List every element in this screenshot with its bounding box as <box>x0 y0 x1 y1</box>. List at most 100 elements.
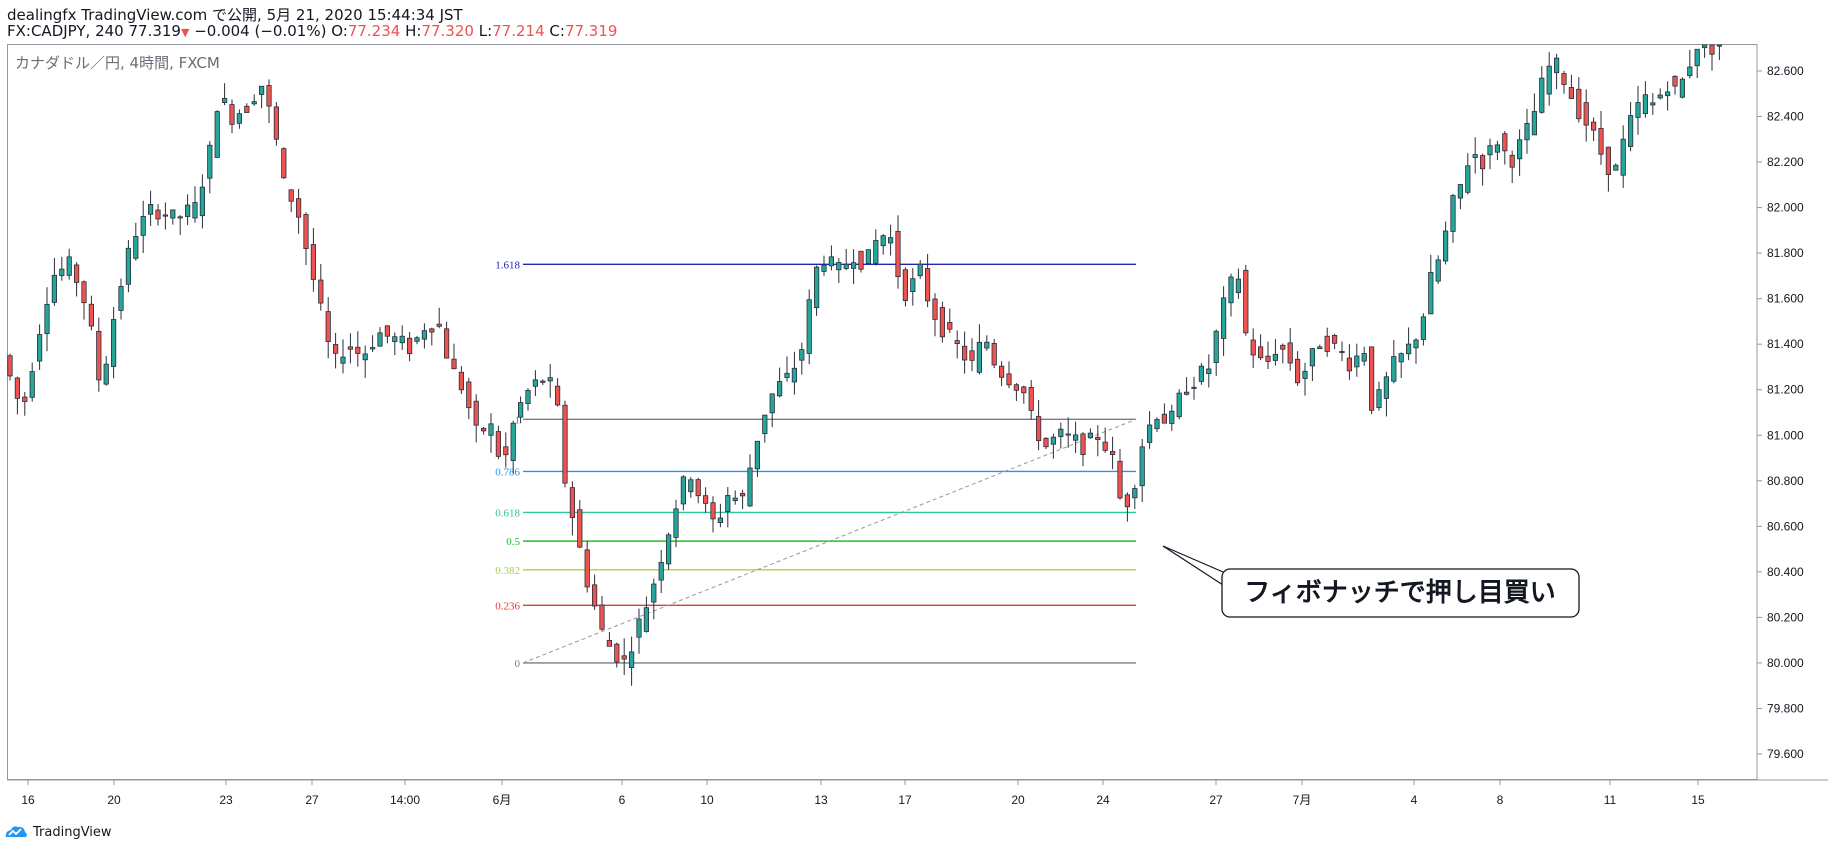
callout-text: フィボナッチで押し目買い <box>1244 578 1555 608</box>
candle-body-down <box>954 340 960 344</box>
candle-body-up <box>1058 428 1064 437</box>
candle-body-up <box>673 508 679 538</box>
candle-body-up <box>377 332 383 347</box>
time-tick-label: 10 <box>700 793 714 807</box>
candle-body-down <box>273 106 280 140</box>
candle-body-down <box>14 377 20 399</box>
price-tick-label: 79.600 <box>1767 747 1804 761</box>
time-tick-label: 14:00 <box>390 793 420 807</box>
candle-body-up <box>125 247 131 285</box>
candle-body-up <box>806 299 812 354</box>
time-tick-label: 7月 <box>1293 793 1312 807</box>
candle-body-up <box>1087 432 1093 439</box>
candle-body-down <box>562 404 568 484</box>
candle-body-up <box>133 235 139 259</box>
candle-body-up <box>1361 353 1367 362</box>
candle-body-up <box>1169 410 1175 424</box>
candle-body-up <box>51 274 58 303</box>
candle-body-up <box>488 423 494 436</box>
fibonacci-retracement[interactable]: 1.618 1 0.786 0.618 0.5 0.382 0.236 0 <box>495 259 1137 670</box>
candle-body-up <box>1650 102 1656 106</box>
candle-body-down <box>1583 102 1589 126</box>
candle-body-down <box>288 189 294 202</box>
candle-body-up <box>1139 446 1145 487</box>
candle-body-down <box>1258 346 1264 359</box>
candle-body-up <box>44 303 50 335</box>
candle-body-up <box>910 278 916 292</box>
candle-body-down <box>177 216 183 219</box>
candle-body-up <box>184 204 191 217</box>
candle-body-down <box>303 214 309 249</box>
candle-body-up <box>725 495 731 513</box>
candle-body-down <box>1243 269 1249 334</box>
candle-body-up <box>1457 184 1463 199</box>
candle-body-up <box>1191 386 1197 389</box>
candle-body-up <box>192 202 198 219</box>
candle-body-up <box>1398 353 1404 363</box>
time-tick-label: 17 <box>898 793 912 807</box>
candle-body-down <box>999 365 1005 378</box>
candle-body-down <box>1709 44 1715 55</box>
candle-body-down <box>155 209 161 220</box>
axes[interactable]: 82.600 82.400 82.200 82.000 81.800 81.600 81.4… <box>7 44 1828 807</box>
candle-body-up <box>717 517 724 523</box>
candle-body-down <box>473 400 479 426</box>
price-tick-label: 80.000 <box>1767 656 1804 670</box>
candle-body-down <box>1161 413 1167 424</box>
candle-body-up <box>1628 115 1634 147</box>
candle-body-down <box>162 214 168 217</box>
candle-body-up <box>1176 392 1182 418</box>
candle-body-down <box>1716 44 1722 47</box>
candle-body-down <box>429 328 435 333</box>
candle-body-up <box>1524 122 1530 141</box>
time-tick-label: 20 <box>107 793 121 807</box>
candle-body-up <box>1073 434 1079 441</box>
low-value: 77.214 <box>492 22 545 40</box>
footer-brand[interactable]: TradingView <box>4 820 112 844</box>
candle-body-down <box>932 298 938 320</box>
candle-body-down <box>695 479 701 497</box>
candle-body-down <box>266 85 272 107</box>
candle-body-down <box>81 281 87 304</box>
candle-body-down <box>355 346 361 354</box>
candle-body-down <box>1576 88 1582 120</box>
candle-body-down <box>1568 87 1574 99</box>
candle-body-down <box>969 350 975 361</box>
candle-body-down <box>1006 373 1012 386</box>
candle-body-up <box>651 583 657 603</box>
candle-body-up <box>1472 154 1478 158</box>
candle-body-up <box>1391 356 1397 382</box>
candle-body-up <box>1487 145 1493 156</box>
price-tick-label: 82.600 <box>1767 64 1804 78</box>
candle-body-down <box>1332 335 1338 344</box>
candle-body-down <box>599 604 605 630</box>
fib-trend-line[interactable] <box>522 418 1137 664</box>
candle-body-up <box>214 111 220 158</box>
price-tick-label: 80.800 <box>1767 474 1804 488</box>
candle-body-up <box>828 256 835 267</box>
annotation-callout[interactable]: フィボナッチで押し目買い <box>1162 545 1580 618</box>
candle-body-down <box>1102 441 1108 451</box>
price-tick-label: 80.600 <box>1767 519 1804 533</box>
candle-body-up <box>1465 165 1471 193</box>
candle-body-down <box>1117 460 1123 499</box>
callout-pointer-edge <box>1162 545 1224 586</box>
candle-body-down <box>1021 386 1027 394</box>
candle-body-down <box>451 358 457 370</box>
candle-body-down <box>495 431 502 457</box>
candle-body-up <box>747 467 753 507</box>
candle-body-down <box>310 244 317 280</box>
candle-body-down <box>1369 346 1375 411</box>
candle-body-up <box>1420 316 1426 340</box>
candle-body-down <box>947 321 953 330</box>
candle-body-down <box>436 323 442 327</box>
candle-body-up <box>791 367 798 383</box>
candle-body-down <box>466 381 472 409</box>
candle-body-down <box>1124 494 1130 508</box>
candle-body-down <box>1280 344 1286 350</box>
candle-body-up <box>732 497 738 502</box>
candle-body-up <box>1154 419 1160 430</box>
candle-body-up <box>836 262 842 271</box>
low-label: L: <box>478 22 493 40</box>
